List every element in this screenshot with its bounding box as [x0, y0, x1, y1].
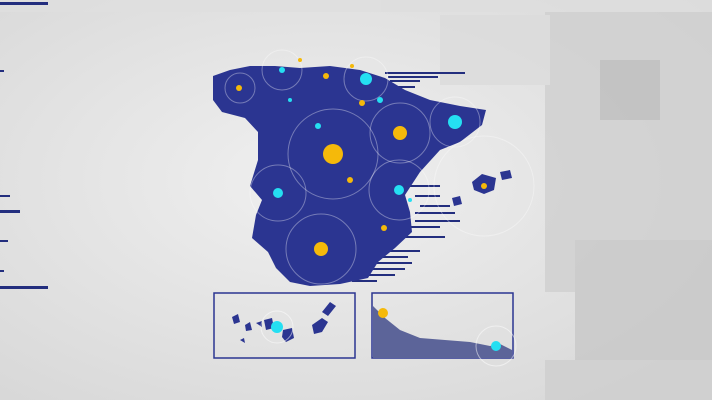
coast-bar	[420, 205, 450, 207]
marker-cyan	[271, 321, 283, 333]
marker-cyan	[273, 188, 283, 198]
coast-bar	[415, 220, 460, 222]
canary-islands-shapes	[232, 302, 336, 343]
marker-cyan	[448, 115, 462, 129]
radius-circles	[224, 49, 535, 285]
marker-yellow	[481, 183, 487, 189]
marker-cyan	[408, 198, 412, 202]
coast-bar	[378, 256, 408, 258]
marker-yellow	[381, 225, 387, 231]
marker-cyan	[394, 185, 404, 195]
coast-bar	[410, 226, 440, 228]
marker-yellow	[393, 126, 407, 140]
marker-yellow	[323, 144, 343, 164]
coast-bar	[385, 72, 465, 74]
coast-bar	[370, 268, 405, 270]
coast-bar	[405, 236, 445, 238]
coast-bar	[352, 280, 377, 282]
coast-shape	[373, 306, 512, 358]
marker-cyan	[279, 67, 285, 73]
marker-cyan	[377, 97, 383, 103]
inset-coast	[371, 292, 517, 367]
coast-bar	[410, 185, 440, 187]
marker-cyan	[315, 123, 321, 129]
marker-yellow	[314, 242, 328, 256]
marker-yellow	[378, 308, 388, 318]
marker-cyan	[491, 341, 501, 351]
coast-bar	[395, 86, 415, 88]
coast-bar	[380, 250, 420, 252]
coast-bar	[390, 80, 420, 82]
coast-bar	[365, 274, 395, 276]
marker-yellow	[359, 100, 365, 106]
coast-bar	[415, 212, 455, 214]
marker-yellow	[298, 58, 302, 62]
left-edge-lines	[0, 2, 48, 289]
marker-cyan	[288, 98, 292, 102]
marker-yellow	[236, 85, 242, 91]
marker-yellow	[350, 64, 354, 68]
coast-bars	[352, 72, 465, 282]
inset-canary-islands	[213, 292, 356, 359]
marker-yellow	[323, 73, 329, 79]
coast-bar	[372, 262, 412, 264]
coast-bar	[388, 76, 438, 78]
markers	[236, 58, 487, 256]
coast-bar	[415, 195, 440, 197]
marker-yellow	[347, 177, 353, 183]
spain-mainland	[213, 66, 486, 286]
marker-cyan	[360, 73, 372, 85]
